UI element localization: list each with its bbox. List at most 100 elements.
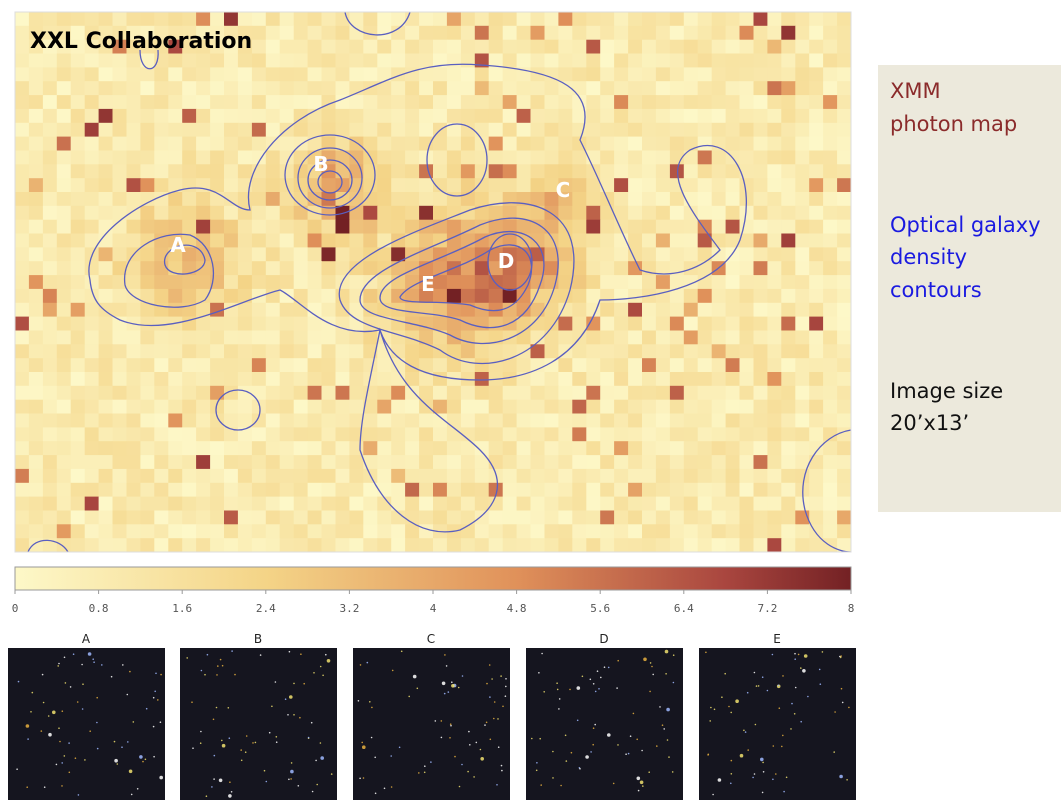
pixel: [182, 497, 196, 511]
pixel: [238, 54, 252, 68]
pixel: [57, 275, 71, 289]
pixel: [489, 511, 503, 525]
pixel: [433, 386, 447, 400]
pixel: [336, 358, 350, 372]
pixel: [726, 54, 740, 68]
pixel: [642, 331, 656, 345]
pixel: [280, 12, 294, 26]
star: [468, 731, 470, 733]
pixel: [754, 178, 768, 192]
pixel: [572, 524, 586, 538]
pixel: [336, 247, 350, 261]
pixel: [809, 261, 823, 275]
pixel: [642, 234, 656, 248]
pixel: [670, 414, 684, 428]
pixel: [698, 511, 712, 525]
pixel: [795, 372, 809, 386]
star: [121, 746, 123, 748]
pixel: [684, 12, 698, 26]
pixel: [85, 344, 99, 358]
star: [222, 744, 226, 748]
pixel: [837, 26, 851, 40]
pixel: [57, 54, 71, 68]
star: [709, 720, 711, 722]
star: [668, 756, 670, 758]
pixel: [15, 164, 29, 178]
pixel: [29, 95, 43, 109]
pixel: [29, 137, 43, 151]
star: [266, 781, 268, 783]
tick-label: 4.8: [507, 602, 527, 615]
pixel: [712, 331, 726, 345]
star: [786, 777, 788, 779]
star: [571, 752, 573, 754]
pixel: [238, 497, 252, 511]
pixel: [85, 192, 99, 206]
pixel: [614, 469, 628, 483]
pixel: [168, 289, 182, 303]
pixel: [419, 178, 433, 192]
pixel: [336, 109, 350, 123]
pixel: [781, 511, 795, 525]
pixel: [712, 372, 726, 386]
pixel: [266, 164, 280, 178]
star: [276, 741, 278, 743]
pixel: [168, 455, 182, 469]
star: [782, 675, 784, 677]
pixel: [57, 372, 71, 386]
pixel: [196, 234, 210, 248]
star: [773, 745, 775, 747]
pixel: [642, 441, 656, 455]
pixel: [391, 123, 405, 137]
pixel: [475, 261, 489, 275]
pixel: [280, 109, 294, 123]
pixel: [419, 26, 433, 40]
star: [48, 733, 52, 737]
pixel: [15, 40, 29, 54]
star: [473, 776, 475, 778]
pixel: [99, 455, 113, 469]
pixel: [99, 12, 113, 26]
pixel: [196, 469, 210, 483]
pixel: [29, 81, 43, 95]
pixel: [809, 400, 823, 414]
pixel: [57, 234, 71, 248]
pixel: [837, 12, 851, 26]
star: [75, 757, 77, 759]
pixel: [642, 344, 656, 358]
pixel: [224, 12, 238, 26]
star: [390, 755, 392, 757]
pixel: [809, 109, 823, 123]
pixel: [140, 67, 154, 81]
pixel: [294, 469, 308, 483]
pixel: [837, 524, 851, 538]
pixel: [600, 289, 614, 303]
pixel: [405, 192, 419, 206]
pixel: [349, 123, 363, 137]
pixel: [99, 164, 113, 178]
pixel: [531, 164, 545, 178]
pixel: [795, 261, 809, 275]
pixel: [71, 538, 85, 552]
pixel: [377, 95, 391, 109]
pixel: [558, 303, 572, 317]
star: [160, 674, 162, 676]
pixel: [586, 511, 600, 525]
pixel: [503, 427, 517, 441]
pixel: [127, 331, 141, 345]
pixel: [823, 331, 837, 345]
pixel: [71, 289, 85, 303]
pixel: [322, 275, 336, 289]
pixel: [113, 524, 127, 538]
pixel: [572, 67, 586, 81]
pixel: [628, 511, 642, 525]
pixel: [57, 206, 71, 220]
pixel: [238, 164, 252, 178]
star: [469, 744, 471, 746]
pixel: [656, 247, 670, 261]
pixel: [614, 95, 628, 109]
pixel: [294, 206, 308, 220]
pixel: [684, 483, 698, 497]
pixel: [809, 137, 823, 151]
pixel: [349, 67, 363, 81]
